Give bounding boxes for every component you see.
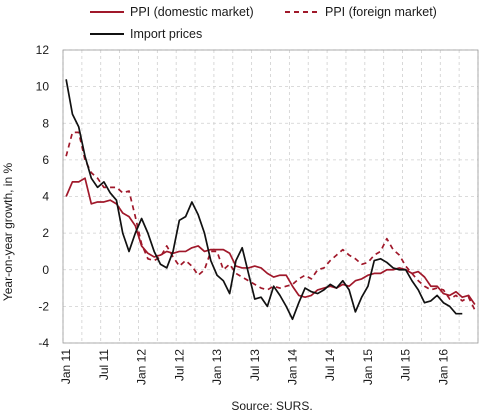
x-tick-label: Jan 14	[286, 349, 300, 385]
legend-label-ppi-foreign: PPI (foreign market)	[325, 5, 437, 19]
x-tick-label: Jan 12	[135, 349, 149, 385]
y-tick-label: 12	[36, 43, 50, 57]
y-tick-label: 6	[42, 153, 49, 167]
x-tick-label: Jul 11	[97, 349, 111, 380]
y-tick-labels: -4 -2 0 2 4 6 8 10 12	[36, 43, 50, 350]
x-tick-label: Jan 13	[210, 349, 224, 385]
legend-label-ppi-domestic: PPI (domestic market)	[130, 5, 254, 19]
x-tick-label: Jan 15	[361, 349, 375, 385]
x-tick-label: Jan 11	[59, 349, 73, 384]
y-tick-label: -2	[38, 299, 49, 313]
plot-frame	[62, 49, 479, 344]
x-tick-label: Jul 12	[172, 349, 186, 381]
y-tick-label: 10	[36, 80, 50, 94]
y-tick-label: 2	[42, 226, 49, 240]
x-tick-label: Jul 13	[248, 349, 262, 381]
axes	[62, 49, 479, 344]
grid	[62, 49, 479, 344]
y-tick-label: 8	[42, 116, 49, 130]
y-tick-label: 4	[42, 190, 49, 204]
source-note: Source: SURS.	[231, 399, 312, 413]
x-tick-label: Jul 15	[399, 349, 413, 381]
series-line-ppi-foreign	[65, 131, 476, 311]
legend: PPI (domestic market) PPI (foreign marke…	[90, 5, 437, 41]
y-axis-label: Year-on-year growth, in %	[1, 163, 15, 302]
x-tick-labels: Jan 11 Jul 11 Jan 12 Jul 12 Jan 13 Jul 13 Jan …	[59, 349, 450, 385]
x-tick-label: Jul 14	[323, 349, 337, 381]
y-tick-label: -4	[38, 336, 49, 350]
x-tick-label: Jan 16	[436, 349, 450, 385]
y-tick-label: 0	[42, 263, 49, 277]
legend-label-import-prices: Import prices	[130, 27, 202, 41]
series-lines	[65, 79, 476, 321]
series-line-import-prices	[65, 79, 463, 321]
